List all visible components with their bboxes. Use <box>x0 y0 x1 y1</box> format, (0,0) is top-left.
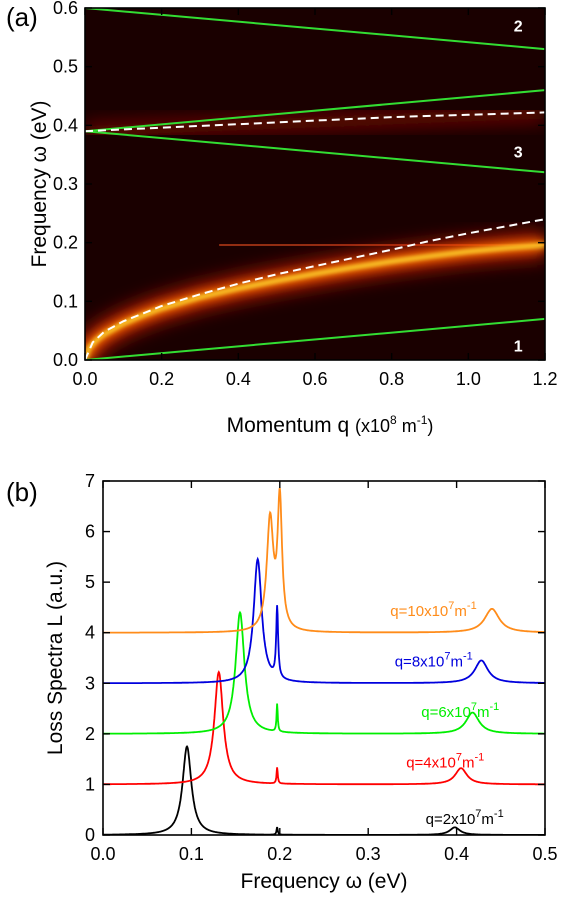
x-tick-label-a: 0.8 <box>379 369 404 389</box>
y-tick-label-a: 0.0 <box>53 350 78 370</box>
x-axis-label-a: Momentum q (x108 m-1) <box>227 413 434 437</box>
y-tick-label-a: 0.4 <box>53 115 78 135</box>
y-tick-label-b: 5 <box>85 572 95 592</box>
y-tick-label-b: 3 <box>85 673 95 693</box>
x-tick-label-b: 0.1 <box>179 844 204 864</box>
curve-label-4: q=8x107m-1 <box>395 651 473 671</box>
y-tick-label-a: 0.1 <box>53 291 78 311</box>
x-tick-label-a: 0.0 <box>72 369 97 389</box>
spectrum-line-5 <box>103 487 545 634</box>
y-tick-label-b: 0 <box>85 825 95 845</box>
curve-label-3: q=6x107m-1 <box>421 701 499 721</box>
y-tick-label-a: 0.6 <box>53 0 78 18</box>
x-tick-label-b: 0.5 <box>532 844 557 864</box>
curve-label-2: q=4x107m-1 <box>406 752 484 772</box>
y-axis-label-a: Frequency ω (eV) <box>28 101 51 268</box>
green-line-2 <box>85 130 545 174</box>
x-tick-label-a: 0.6 <box>302 369 327 389</box>
y-tick-label-b: 7 <box>85 471 95 491</box>
x-tick-label-b: 0.2 <box>267 844 292 864</box>
x-tick-label-b: 0.4 <box>444 844 469 864</box>
loss-spectra-panel: (b) 0.0 0.1 0.2 0.3 0.4 0.5 0 1 2 3 4 5 6 7 q=2x107m-… <box>6 471 558 893</box>
x-tick-label-a: 1.0 <box>456 369 481 389</box>
dashed-curve-2 <box>85 111 545 133</box>
curve-label-1: q=2x107m-1 <box>426 808 504 828</box>
region-label-3: 3 <box>514 145 523 162</box>
plasmon-band-center <box>85 243 545 360</box>
panel-label-b: (b) <box>6 477 38 507</box>
x-tick-label-a: 1.2 <box>532 369 557 389</box>
spectrum-line-3 <box>103 610 545 735</box>
x-tick-label-b: 0.0 <box>90 844 115 864</box>
y-tick-label-a: 0.3 <box>53 174 78 194</box>
y-tick-label-b: 6 <box>85 522 95 542</box>
y-tick-label-a: 0.5 <box>53 57 78 77</box>
dashed-curve-1 <box>85 218 545 360</box>
panel-label-a: (a) <box>6 2 38 32</box>
curve-label-5: q=10x107m-1 <box>390 600 476 620</box>
y-tick-label-b: 1 <box>85 774 95 794</box>
plot-frame-b <box>102 480 546 836</box>
x-axis-label-b: Frequency ω (eV) <box>241 870 408 893</box>
faint-upper-band <box>85 106 545 139</box>
spectrum-line-2 <box>103 670 545 786</box>
x-tick-label-a: 0.4 <box>226 369 251 389</box>
region-label-1: 1 <box>514 338 523 355</box>
spectrum-line-4 <box>103 556 545 685</box>
x-tick-label-a: 0.2 <box>149 369 174 389</box>
heatmap-panel: (a) 0.0 0.2 0.4 0.6 0.8 1.0 1.2 0.0 0.1 0.2 0.3 0.4… <box>6 0 558 437</box>
y-tick-label-b: 2 <box>85 724 95 744</box>
y-tick-label-a: 0.2 <box>53 233 78 253</box>
x-tick-label-b: 0.3 <box>356 844 381 864</box>
y-tick-label-b: 4 <box>85 623 95 643</box>
green-line-3 <box>85 89 545 133</box>
region-label-2: 2 <box>514 19 523 36</box>
y-axis-label-b: Loss Spectra L (a.u.) <box>44 561 67 755</box>
